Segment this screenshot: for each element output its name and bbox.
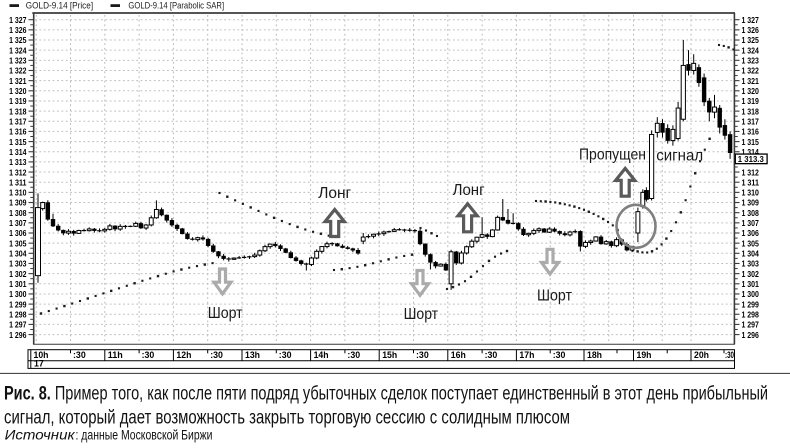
svg-text:1 317: 1 317 bbox=[742, 116, 760, 126]
svg-text:1 321: 1 321 bbox=[9, 76, 27, 86]
svg-text:Шорт: Шорт bbox=[537, 287, 573, 304]
svg-text:1 322: 1 322 bbox=[742, 66, 760, 76]
svg-text:1 303: 1 303 bbox=[9, 259, 27, 269]
svg-text:1 323: 1 323 bbox=[9, 56, 27, 66]
svg-text:Лонг: Лонг bbox=[453, 182, 485, 199]
svg-text:1 298: 1 298 bbox=[742, 309, 760, 319]
svg-text:13h: 13h bbox=[245, 350, 260, 360]
svg-text:12h: 12h bbox=[176, 350, 191, 360]
svg-text:1 315: 1 315 bbox=[742, 137, 760, 147]
svg-text:1 297: 1 297 bbox=[9, 320, 27, 330]
svg-text:1 304: 1 304 bbox=[742, 249, 760, 259]
svg-text:1 299: 1 299 bbox=[742, 299, 760, 309]
svg-text:1 314: 1 314 bbox=[9, 147, 27, 157]
svg-text:1 305: 1 305 bbox=[9, 238, 27, 248]
svg-text::30: :30 bbox=[142, 350, 155, 360]
svg-text:1 312: 1 312 bbox=[742, 167, 760, 177]
svg-text:: данные Московской Биржи: : данные Московской Биржи bbox=[76, 428, 213, 443]
svg-text:GOLD-9.14 [Price]: GOLD-9.14 [Price] bbox=[26, 0, 93, 10]
svg-text:1 319: 1 319 bbox=[9, 96, 27, 106]
svg-text:11h: 11h bbox=[108, 350, 123, 360]
svg-text:Рис. 8. Пример того, как после: Рис. 8. Пример того, как после пяти подр… bbox=[4, 383, 768, 404]
svg-text:1 324: 1 324 bbox=[9, 45, 27, 55]
svg-text:1 308: 1 308 bbox=[742, 208, 760, 218]
svg-text:14h: 14h bbox=[314, 350, 329, 360]
svg-text:1 309: 1 309 bbox=[9, 198, 27, 208]
svg-text:1 319: 1 319 bbox=[742, 96, 760, 106]
svg-text:1 321: 1 321 bbox=[742, 76, 760, 86]
svg-text:1 304: 1 304 bbox=[9, 249, 27, 259]
svg-text::30: :30 bbox=[210, 350, 223, 360]
svg-text:1 318: 1 318 bbox=[742, 106, 760, 116]
svg-text:1 300: 1 300 bbox=[742, 289, 760, 299]
svg-text:1 297: 1 297 bbox=[742, 320, 760, 330]
svg-text:1 326: 1 326 bbox=[742, 25, 760, 35]
svg-text:15h: 15h bbox=[382, 350, 397, 360]
svg-text::30: :30 bbox=[279, 350, 292, 360]
svg-text:1 317: 1 317 bbox=[9, 116, 27, 126]
svg-text:1 315: 1 315 bbox=[9, 137, 27, 147]
svg-text:17h: 17h bbox=[519, 350, 534, 360]
svg-text:1 314: 1 314 bbox=[742, 147, 760, 157]
svg-text:Пропущен: Пропущен bbox=[579, 147, 646, 164]
svg-text:1 327: 1 327 bbox=[9, 15, 27, 25]
svg-text::30: :30 bbox=[553, 350, 566, 360]
svg-text::30: :30 bbox=[347, 350, 360, 360]
svg-text:1 299: 1 299 bbox=[9, 299, 27, 309]
svg-text:1 326: 1 326 bbox=[9, 25, 27, 35]
svg-text:1 311: 1 311 bbox=[9, 177, 27, 187]
svg-text:1 312: 1 312 bbox=[9, 167, 27, 177]
svg-text:16h: 16h bbox=[451, 350, 466, 360]
svg-text:1 307: 1 307 bbox=[9, 218, 27, 228]
svg-text:1 325: 1 325 bbox=[742, 35, 760, 45]
svg-text:1 316: 1 316 bbox=[742, 127, 760, 137]
svg-text:1 302: 1 302 bbox=[742, 269, 760, 279]
svg-text:1 300: 1 300 bbox=[9, 289, 27, 299]
svg-text:Лонг: Лонг bbox=[318, 185, 351, 202]
svg-text:17: 17 bbox=[34, 359, 44, 369]
svg-text:1 303: 1 303 bbox=[742, 259, 760, 269]
svg-text:1 323: 1 323 bbox=[742, 56, 760, 66]
svg-text:1 307: 1 307 bbox=[742, 218, 760, 228]
svg-text::30: :30 bbox=[725, 350, 734, 360]
svg-text:1 296: 1 296 bbox=[9, 330, 27, 340]
svg-text:сигнал: сигнал bbox=[656, 147, 703, 164]
svg-text:сигнал, который дает возможнос: сигнал, который дает возможность закрыть… bbox=[4, 408, 570, 429]
svg-text:1 301: 1 301 bbox=[742, 279, 760, 289]
svg-text:1 298: 1 298 bbox=[9, 309, 27, 319]
svg-text::30: :30 bbox=[416, 350, 429, 360]
svg-text:GOLD-9.14 [Parabolic SAR]: GOLD-9.14 [Parabolic SAR] bbox=[128, 0, 224, 10]
svg-text:1 306: 1 306 bbox=[9, 228, 27, 238]
svg-text:10h: 10h bbox=[34, 350, 49, 360]
svg-text::30: :30 bbox=[485, 350, 498, 360]
svg-text:18h: 18h bbox=[587, 350, 602, 360]
svg-text:Шорт: Шорт bbox=[208, 305, 244, 322]
svg-text::30: :30 bbox=[73, 350, 86, 360]
svg-text:1 305: 1 305 bbox=[742, 238, 760, 248]
svg-text:1 313: 1 313 bbox=[9, 157, 27, 167]
svg-text:1 320: 1 320 bbox=[9, 86, 27, 96]
svg-text:1 310: 1 310 bbox=[742, 188, 760, 198]
svg-text:1 320: 1 320 bbox=[742, 86, 760, 96]
svg-text:1 322: 1 322 bbox=[9, 66, 27, 76]
svg-text:20h: 20h bbox=[694, 350, 709, 360]
svg-text:Шорт: Шорт bbox=[404, 306, 439, 323]
svg-text:Источник: Источник bbox=[5, 428, 76, 443]
svg-text:1 301: 1 301 bbox=[9, 279, 27, 289]
svg-text:1 306: 1 306 bbox=[742, 228, 760, 238]
svg-text:1 302: 1 302 bbox=[9, 269, 27, 279]
svg-text:19h: 19h bbox=[637, 350, 652, 360]
svg-text:1 318: 1 318 bbox=[9, 106, 27, 116]
svg-text:1 311: 1 311 bbox=[742, 177, 760, 187]
svg-text:1 324: 1 324 bbox=[742, 45, 760, 55]
svg-text:1 327: 1 327 bbox=[742, 15, 760, 25]
svg-text:1 308: 1 308 bbox=[9, 208, 27, 218]
svg-text:1 310: 1 310 bbox=[9, 188, 27, 198]
svg-text:1 313.3: 1 313.3 bbox=[738, 154, 764, 164]
svg-text:1 309: 1 309 bbox=[742, 198, 760, 208]
svg-text:1 316: 1 316 bbox=[9, 127, 27, 137]
svg-text:1 296: 1 296 bbox=[742, 330, 760, 340]
svg-text:1 325: 1 325 bbox=[9, 35, 27, 45]
